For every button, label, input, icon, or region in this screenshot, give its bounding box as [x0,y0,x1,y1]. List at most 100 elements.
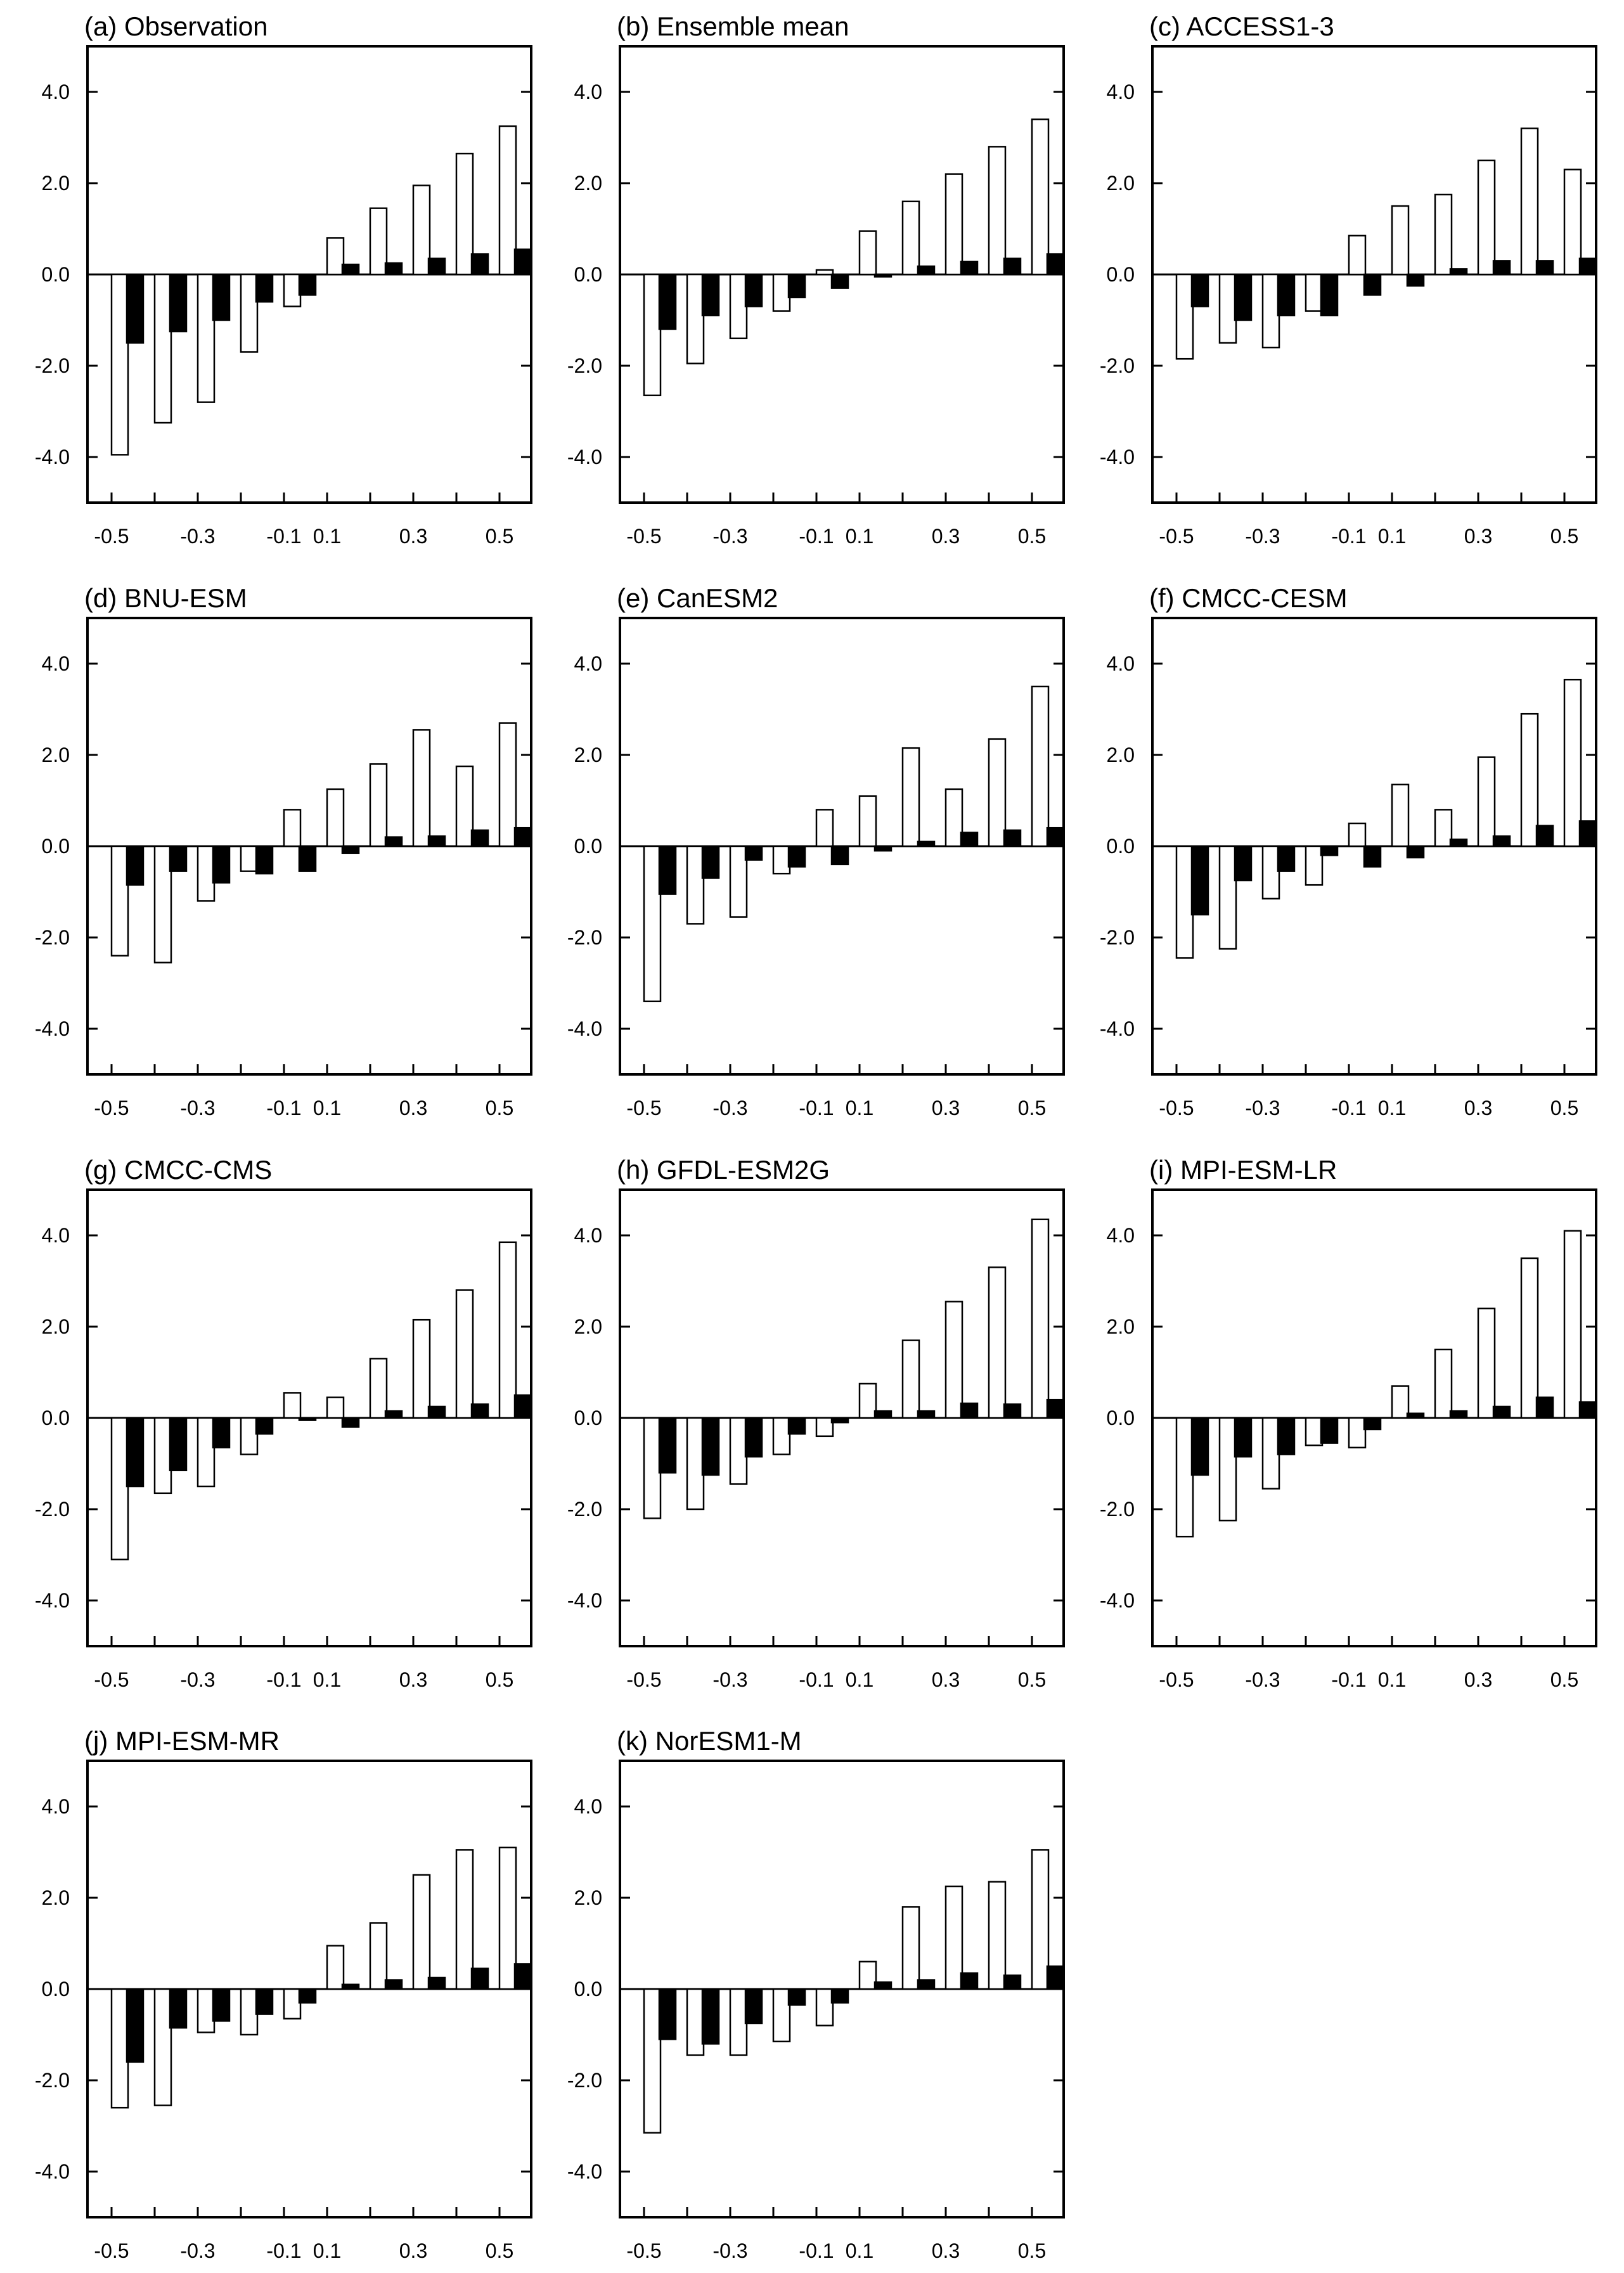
open-bar [729,1417,748,1485]
filled-bar [255,845,274,875]
filled-bar [960,261,979,276]
panel-1: (a) Observation -4.0 -2.0 0.0 2.0 4.0 -0.5 -0.3… [35,11,532,548]
filled-bar [658,845,677,895]
filled-bar [298,1417,317,1421]
filled-bar [470,829,489,847]
filled-bar [787,273,806,299]
x-tick-label: -0.3 [1245,1097,1280,1119]
open-bar [686,273,705,364]
x-tick-label: 0.5 [1550,525,1578,548]
open-bar [686,1417,705,1510]
filled-bar [1578,257,1597,276]
filled-bar [427,835,446,847]
x-tick-label: -0.3 [1245,525,1280,548]
x-tick-label: 0.1 [313,525,341,548]
open-bar [729,273,748,340]
x-tick-label: -0.5 [1159,525,1194,548]
open-bar [110,1988,129,2109]
y-tick-label: -4.0 [35,1017,70,1040]
open-bar [1391,1385,1410,1419]
y-tick-label: -2.0 [35,2069,70,2092]
filled-bar [427,1976,446,1990]
open-bar [1031,118,1050,276]
filled-bar [212,1417,231,1449]
filled-bar [1190,273,1209,307]
x-tick-label: 0.3 [1464,1097,1492,1119]
open-bar [686,845,705,925]
open-bar [153,845,172,963]
y-tick-label: -2.0 [567,2069,602,2092]
filled-bar [1003,1974,1022,1990]
panel-10: (j) MPI-ESM-MR -4.0 -2.0 0.0 2.0 4.0 -0.5 -0.3 -… [35,1726,532,2262]
open-bar [815,809,834,847]
y-tick-label: 2.0 [1107,744,1135,766]
open-bar [455,765,474,847]
filled-bar [298,273,317,296]
open-bar [729,1988,748,2056]
open-bar [197,273,216,403]
y-tick-label: -4.0 [35,446,70,468]
open-bar [1175,1417,1194,1538]
filled-bar [787,1417,806,1435]
x-tick-label: -0.5 [1159,1097,1194,1119]
x-tick-label: -0.5 [94,1097,129,1119]
x-tick-label: -0.3 [180,1668,215,1691]
filled-bar [1190,1417,1209,1476]
open-bar [1520,127,1539,276]
filled-bar [744,273,763,307]
open-bar [369,763,388,847]
y-tick-label: 4.0 [574,1795,602,1818]
open-bar [1218,273,1237,344]
filled-bar [744,845,763,861]
filled-bar [470,1403,489,1419]
filled-bar [384,262,403,276]
y-tick-label: 0.0 [574,1978,602,2000]
x-tick-label: 0.3 [932,1097,960,1119]
panel-title: (f) CMCC-CESM [1149,583,1348,613]
open-bar [772,273,791,312]
x-tick-label: -0.3 [712,525,747,548]
filled-bar [255,1988,274,2015]
x-tick-label: -0.5 [94,525,129,548]
x-tick-label: 0.5 [1018,525,1046,548]
open-bar [240,845,259,872]
x-tick-label: 0.5 [1018,1097,1046,1119]
open-bar [1218,845,1237,950]
open-bar [1305,1417,1324,1446]
y-tick-label: 2.0 [42,1315,70,1338]
x-tick-label: -0.1 [799,525,834,548]
filled-bar [1492,835,1511,847]
filled-bar [873,845,893,852]
y-tick-label: 4.0 [574,80,602,103]
open-bar [240,1417,259,1455]
panel-9: (i) MPI-ESM-LR -4.0 -2.0 0.0 2.0 4.0 -0.5 -0.3 -… [1100,1155,1597,1691]
open-bar [1031,1218,1050,1419]
x-tick-label: 0.3 [932,525,960,548]
open-bar [326,237,345,276]
y-tick-label: -4.0 [1100,1017,1135,1040]
open-bar [643,273,662,397]
x-tick-label: -0.5 [94,2239,129,2262]
y-tick-label: 2.0 [574,1315,602,1338]
panel-title: (k) NorESM1-M [617,1726,802,1756]
x-tick-label: 0.1 [313,1668,341,1691]
y-tick-label: 2.0 [42,744,70,766]
y-tick-label: 2.0 [42,1886,70,1909]
filled-bar [1046,1965,1065,1990]
y-tick-label: -4.0 [35,2160,70,2183]
open-bar [326,1945,345,1990]
filled-bar [126,273,145,344]
y-tick-label: 0.0 [574,1407,602,1429]
filled-bar [830,1417,849,1424]
y-tick-label: -4.0 [1100,446,1135,468]
filled-bar [341,1983,360,1990]
filled-bar [255,1417,274,1435]
filled-bar [658,1988,677,2040]
panel-8: (h) GFDL-ESM2G -4.0 -2.0 0.0 2.0 4.0 -0.5 -0.3 -… [567,1155,1065,1691]
filled-bar [1406,845,1425,859]
x-tick-label: -0.3 [712,1668,747,1691]
open-bar [944,173,963,276]
filled-bar [701,845,720,879]
panel-title: (b) Ensemble mean [617,11,849,41]
